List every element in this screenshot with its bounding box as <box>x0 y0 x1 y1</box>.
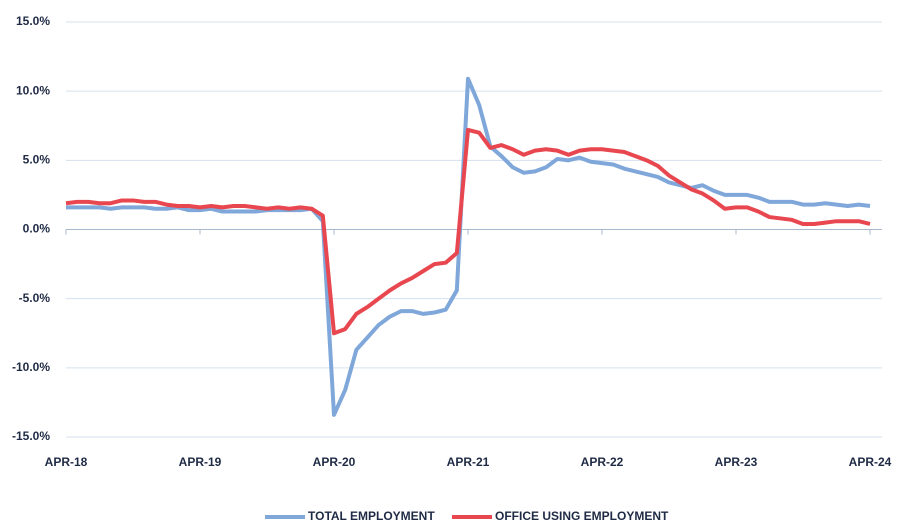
legend-label: TOTAL EMPLOYMENT <box>308 509 435 523</box>
y-tick-label: 15.0% <box>16 14 50 28</box>
legend-label: OFFICE USING EMPLOYMENT <box>495 509 669 523</box>
x-tick-label: APR-24 <box>849 455 892 469</box>
y-tick-label: -5.0% <box>19 291 51 305</box>
y-tick-label: -15.0% <box>12 429 50 443</box>
y-tick-label: 10.0% <box>16 83 50 97</box>
x-tick-label: APR-22 <box>581 455 624 469</box>
x-tick-label: APR-23 <box>715 455 758 469</box>
y-tick-label: 0.0% <box>23 222 51 236</box>
y-tick-label: 5.0% <box>23 153 51 167</box>
x-tick-label: APR-20 <box>313 455 356 469</box>
x-tick-label: APR-21 <box>447 455 490 469</box>
series-line <box>65 127 871 336</box>
x-tick-label: APR-19 <box>179 455 222 469</box>
x-tick-label: APR-18 <box>45 455 88 469</box>
y-tick-label: -10.0% <box>12 360 50 374</box>
series-line <box>66 76 871 417</box>
